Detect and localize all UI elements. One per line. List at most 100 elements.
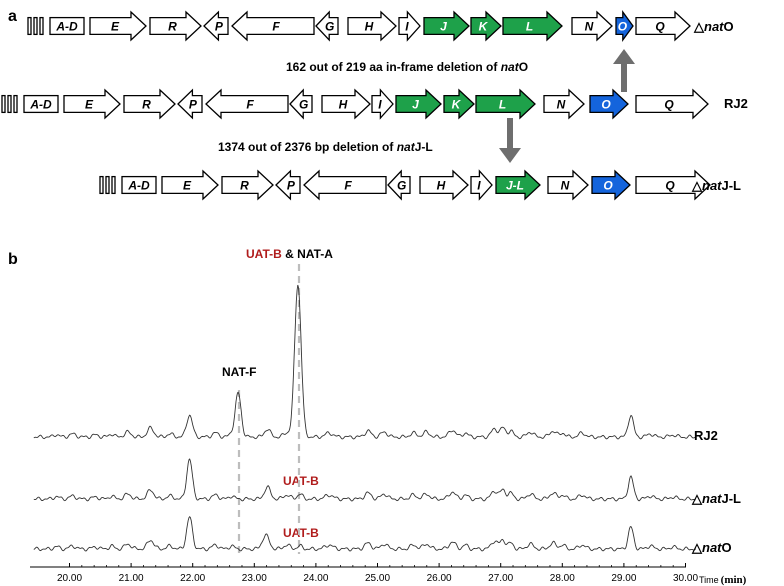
gene-arrow-q (635, 169, 711, 201)
gene-label: J (440, 20, 447, 34)
gene-label: L (499, 98, 506, 112)
gene-label: I (405, 20, 409, 34)
gene-arrow-l (475, 88, 536, 120)
gene-arrow-f (205, 88, 289, 120)
gene-arrow-o (591, 169, 631, 201)
trace-label-natO: △natO (691, 540, 732, 555)
gene-label: O (603, 179, 613, 193)
gene-arrow-i (398, 10, 421, 42)
axis-tick-label: 27.00 (488, 573, 513, 584)
gene-label: N (561, 179, 570, 193)
gene-arrow-n (571, 10, 613, 42)
axis-tick-label: 29.00 (611, 573, 636, 584)
gene-arrow-r (221, 169, 274, 201)
cluster-end-marker (13, 94, 18, 114)
gene-arrow-e (63, 88, 121, 120)
strain-label-natJL: △natJ-L (691, 178, 741, 193)
axis-tick-label: 25.00 (365, 573, 390, 584)
gene-arrow-q (635, 88, 709, 120)
gene-label: L (526, 20, 533, 34)
gene-arrow-p (177, 88, 203, 120)
cluster-end-marker (7, 94, 12, 114)
chromatogram-trace (33, 284, 696, 440)
cluster-end-marker (111, 175, 116, 195)
gene-label: G (325, 20, 334, 34)
deletion-caption-natJL: 1374 out of 2376 bp deletion of natJ-L (218, 140, 433, 154)
gene-label: H (339, 98, 348, 112)
gene-arrow-j (395, 88, 442, 120)
gene-arrow-i (470, 169, 493, 201)
gene-label: H (437, 179, 446, 193)
peak-label-natf: NAT-F (222, 365, 256, 379)
cluster-end-marker (27, 16, 32, 36)
axis-tick-label: 21.00 (119, 573, 144, 584)
arrow-up-icon (613, 49, 635, 92)
axis-tick-label: 22.00 (180, 573, 205, 584)
peak-label-uatb-nata: UAT-B & NAT-A (246, 247, 333, 261)
gene-label: K (452, 98, 462, 112)
gene-arrow-g (387, 169, 411, 201)
gene-cluster-row-natJL: A-D E R P F G H I J-L N O Q (99, 169, 711, 201)
gene-label: F (246, 98, 254, 112)
gene-label: A-D (127, 179, 150, 193)
gene-arrow-h (419, 169, 469, 201)
gene-arrow-e (89, 10, 147, 42)
gene-arrow-p (203, 10, 229, 42)
axis-tick-label: 28.00 (550, 573, 575, 584)
gene-label: Q (655, 20, 665, 34)
gene-label: F (344, 179, 352, 193)
axis-tick-label: 26.00 (427, 573, 452, 584)
gene-label: K (479, 20, 489, 34)
gene-label: P (287, 179, 296, 193)
gene-arrow-r (149, 10, 202, 42)
gene-label: E (85, 98, 94, 112)
strain-label-RJ2: RJ2 (724, 96, 748, 111)
gene-label: G (299, 98, 308, 112)
axis-tick-label: 24.00 (303, 573, 328, 584)
axis-tick-label: 20.00 (57, 573, 82, 584)
gene-label: Q (664, 98, 674, 112)
gene-label: R (240, 179, 249, 193)
panel-a-gene-clusters: a A-D E R P F G H I J K L N O Q A-D E R P F G H I J K L N O Q A-D E… (1, 8, 748, 201)
gene-arrow-j (423, 10, 470, 42)
gene-label: E (183, 179, 192, 193)
gene-cluster-row-RJ2: A-D E R P F G H I J K L N O Q (1, 88, 709, 120)
panel-b-label: b (8, 251, 18, 268)
axis-tick-label: 30.00 (673, 573, 698, 584)
gene-label: H (365, 20, 374, 34)
gene-label: O (601, 98, 611, 112)
deletion-caption-natO: 162 out of 219 aa in-frame deletion of n… (286, 60, 528, 74)
gene-label: E (111, 20, 120, 34)
gene-arrow-h (347, 10, 397, 42)
gene-label: J-L (506, 179, 524, 193)
gene-arrow-f (231, 10, 315, 42)
gene-label: G (397, 179, 406, 193)
cluster-end-marker (1, 94, 6, 114)
cluster-end-marker (105, 175, 110, 195)
chromatogram-trace (33, 515, 697, 552)
gene-arrow-p (275, 169, 301, 201)
gene-arrow-g (289, 88, 313, 120)
gene-arrow-k (443, 88, 475, 120)
cluster-end-marker (99, 175, 104, 195)
gene-arrow-k (470, 10, 502, 42)
time-axis-ticks: 20.00 21.00 22.00 23.00 24.00 25.00 26.00 27.00… (57, 563, 698, 584)
trace-label-RJ2: RJ2 (694, 428, 718, 443)
panel-b-chromatograms: b UAT-B & NAT-A NAT-F UAT-B UAT-B RJ2 △n… (8, 247, 747, 586)
gene-arrow-n (543, 88, 585, 120)
cluster-end-marker (39, 16, 44, 36)
peak-label-uatb-natJL: UAT-B (283, 474, 319, 488)
gene-label: O (618, 20, 628, 34)
gene-arrow-l (502, 10, 563, 42)
peak-label-uatb-natO: UAT-B (283, 526, 319, 540)
gene-arrow-a-d (23, 94, 59, 114)
gene-label: A-D (29, 98, 52, 112)
gene-arrow-a-d (49, 16, 85, 36)
strain-label-natO: △natO (693, 19, 734, 34)
gene-label: P (189, 98, 198, 112)
chromatogram-traces (33, 284, 697, 552)
gene-arrow-n (547, 169, 589, 201)
gene-label: R (168, 20, 177, 34)
gene-arrow-f (303, 169, 387, 201)
